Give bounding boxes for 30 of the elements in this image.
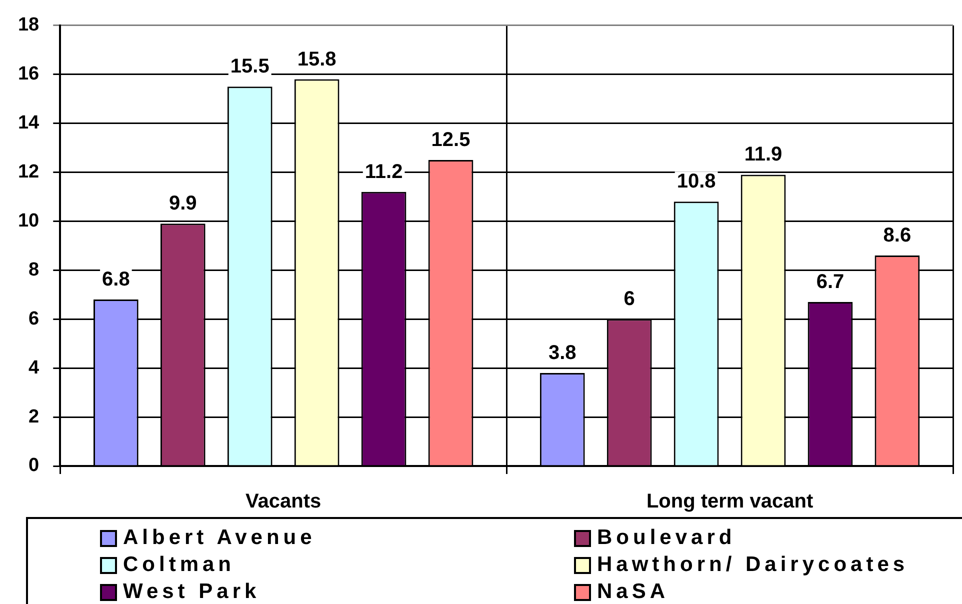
y-tick-label: 2 bbox=[28, 406, 40, 428]
data-label: 12.5 bbox=[431, 129, 470, 152]
data-label: 11.9 bbox=[744, 144, 782, 166]
data-label: 15.5 bbox=[230, 56, 270, 78]
data-label: 9.9 bbox=[168, 192, 197, 215]
y-tick-label: 12 bbox=[18, 162, 40, 182]
data-label: 6.8 bbox=[102, 268, 130, 291]
y-tick-label: 14 bbox=[18, 112, 40, 134]
legend-label: West Park bbox=[123, 580, 260, 604]
legend-label: NaSA bbox=[597, 580, 670, 604]
legend-label: Albert Avenue bbox=[123, 526, 316, 550]
y-tick-label: 18 bbox=[18, 14, 40, 36]
data-label: 6.7 bbox=[816, 271, 844, 293]
data-label: 6 bbox=[624, 288, 635, 310]
legend-label: Coltman bbox=[123, 553, 235, 577]
y-tick-label: 10 bbox=[18, 210, 40, 232]
y-tick-label: 8 bbox=[28, 259, 40, 280]
data-label: 10.8 bbox=[676, 170, 716, 193]
x-tick-label: Vacants bbox=[246, 490, 322, 513]
y-tick-label: 16 bbox=[18, 64, 40, 85]
data-label: 3.8 bbox=[548, 342, 576, 364]
y-tick-label: 4 bbox=[28, 357, 40, 378]
data-label: 11.2 bbox=[364, 160, 403, 183]
data-label: 15.8 bbox=[297, 48, 336, 70]
y-tick-label: 6 bbox=[28, 308, 40, 330]
legend-label: Boulevard bbox=[597, 526, 736, 550]
data-label: 8.6 bbox=[883, 224, 912, 246]
y-tick-label: 0 bbox=[28, 455, 40, 476]
x-tick-label: Long term vacant bbox=[646, 490, 814, 513]
legend-label: Hawthorn/ Dairycoates bbox=[597, 553, 909, 577]
